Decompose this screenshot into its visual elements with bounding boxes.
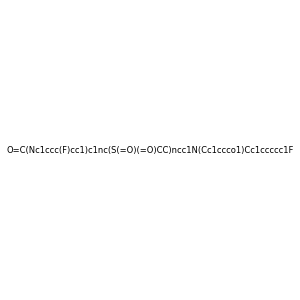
Text: O=C(Nc1ccc(F)cc1)c1nc(S(=O)(=O)CC)ncc1N(Cc1ccco1)Cc1ccccc1F: O=C(Nc1ccc(F)cc1)c1nc(S(=O)(=O)CC)ncc1N(… <box>6 146 294 154</box>
